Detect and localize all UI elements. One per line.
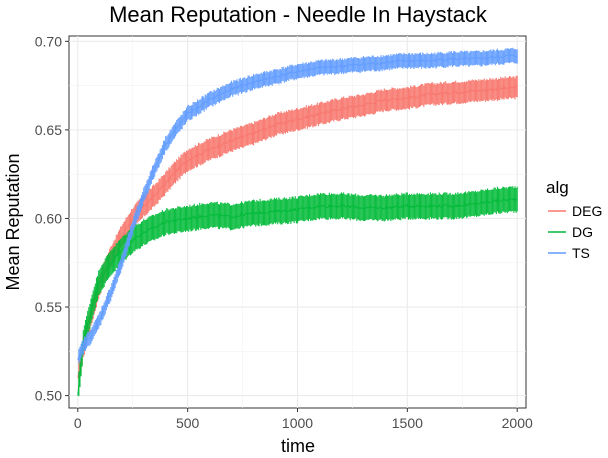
y-tick-label: 0.60 xyxy=(35,210,62,226)
legend: alg DEG DG TS xyxy=(546,178,602,261)
series-deg xyxy=(77,75,518,382)
axes: 0 500 1000 1500 2000 0.50 0.55 0.60 0.65 0.70 xyxy=(35,33,533,431)
y-tick-label: 0.55 xyxy=(35,299,62,315)
y-tick-label: 0.65 xyxy=(35,122,62,138)
legend-label-deg: DEG xyxy=(572,203,602,219)
legend-label-ts: TS xyxy=(572,245,590,261)
y-axis-title: Mean Reputation xyxy=(3,153,23,290)
series-dg xyxy=(77,186,518,397)
x-tick-label: 0 xyxy=(74,415,82,431)
x-tick-label: 1000 xyxy=(282,415,313,431)
series-layer xyxy=(77,47,518,397)
series-ts xyxy=(77,47,518,364)
y-tick-label: 0.50 xyxy=(35,388,62,404)
series-line-ts xyxy=(77,54,518,361)
x-tick-label: 2000 xyxy=(502,415,533,431)
series-line-dg xyxy=(77,197,518,396)
legend-label-dg: DG xyxy=(572,224,593,240)
x-tick-label: 1500 xyxy=(392,415,423,431)
series-line-deg xyxy=(77,85,518,378)
chart-title: Mean Reputation - Needle In Haystack xyxy=(109,2,488,27)
legend-title: alg xyxy=(546,178,569,197)
y-tick-label: 0.70 xyxy=(35,33,62,49)
x-axis-title: time xyxy=(281,436,315,456)
x-tick-label: 500 xyxy=(176,415,200,431)
